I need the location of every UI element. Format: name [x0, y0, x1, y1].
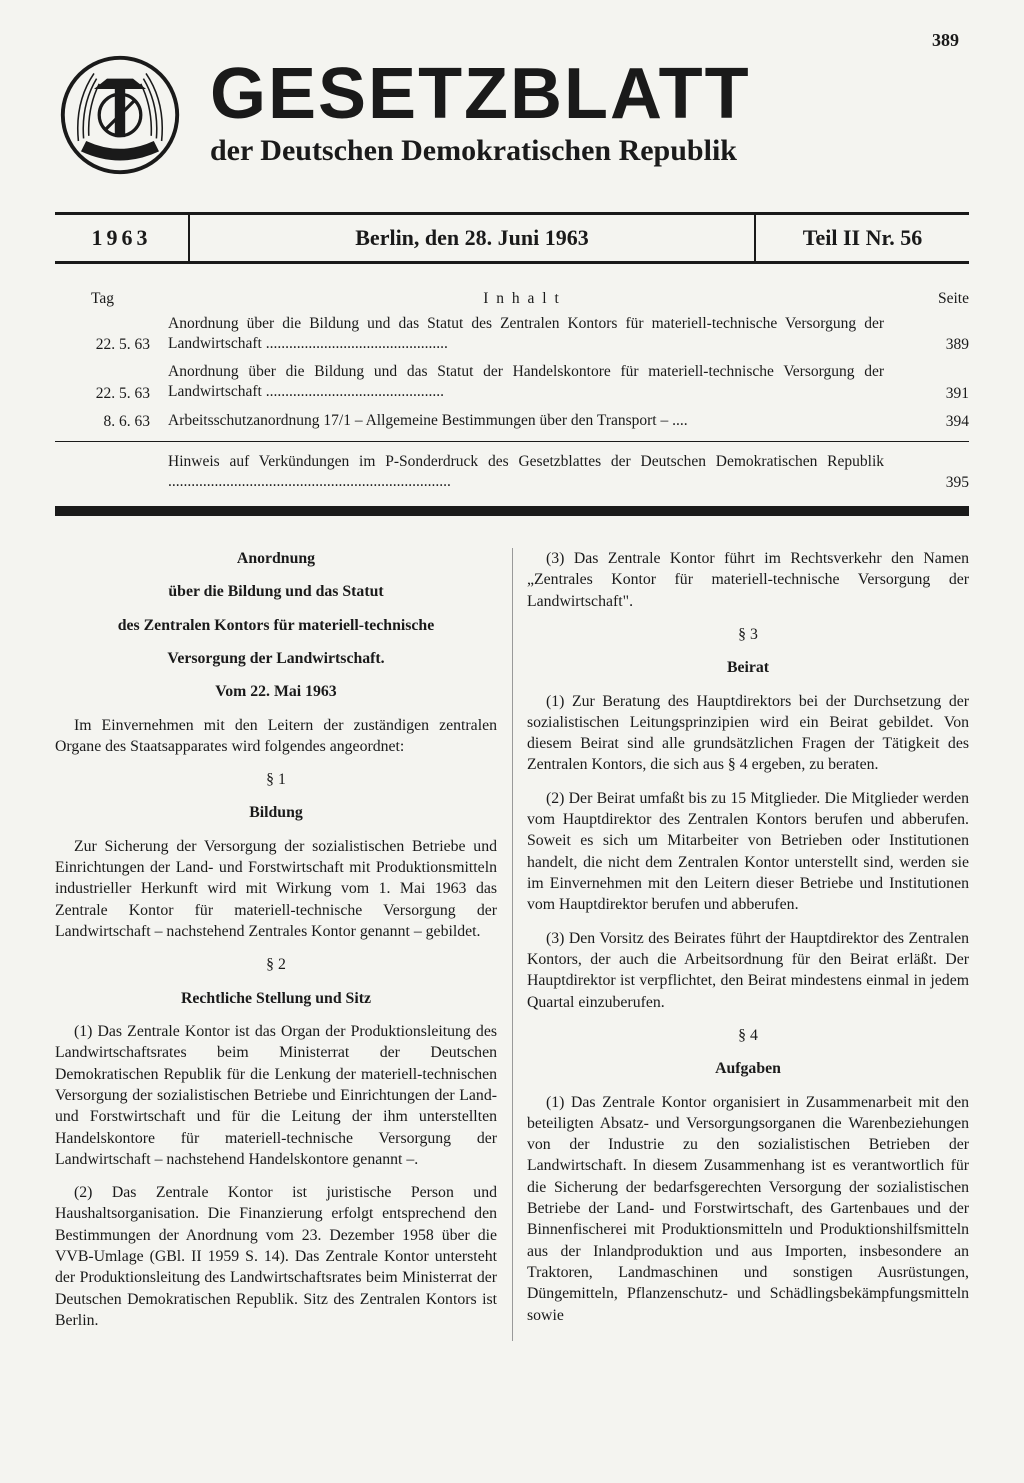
issue-year: 1963 [55, 215, 190, 261]
page: 389 GESETZBLATT der Deutschen Demokratis… [0, 0, 1024, 1483]
section-number: § 2 [55, 954, 497, 975]
toc-row: 22. 5. 63 Anordnung über die Bildung und… [55, 362, 969, 402]
body-paragraph: (1) Das Zentrale Kontor ist das Organ de… [55, 1021, 497, 1170]
body-paragraph: (2) Der Beirat umfaßt bis zu 15 Mitglied… [527, 788, 969, 916]
toc-date: 22. 5. 63 [55, 336, 168, 354]
toc-page: 395 [884, 474, 969, 492]
ordinance-title-line: über die Bildung und das Statut [55, 581, 497, 602]
toc-date: 22. 5. 63 [55, 385, 168, 403]
toc-row: 8. 6. 63 Arbeitsschutzanordnung 17/1 – A… [55, 411, 969, 431]
toc-desc: Anordnung über die Bildung und das Statu… [168, 314, 884, 354]
ddr-emblem-icon [55, 50, 185, 180]
ordinance-date: Vom 22. Mai 1963 [55, 681, 497, 702]
body-paragraph: (3) Den Vorsitz des Beirates führt der H… [527, 928, 969, 1013]
main-title: GESETZBLATT [210, 62, 969, 127]
toc-header-tag: Tag [55, 290, 150, 308]
masthead: GESETZBLATT der Deutschen Demokratischen… [55, 50, 969, 180]
ordinance-title-line: Anordnung [55, 548, 497, 569]
toc-desc: Arbeitsschutzanordnung 17/1 – Allgemeine… [168, 411, 884, 431]
toc-header-inhalt: I n h a l t [150, 290, 894, 308]
body-paragraph: Zur Sicherung der Versorgung der soziali… [55, 836, 497, 943]
title-block: GESETZBLATT der Deutschen Demokratischen… [210, 62, 969, 169]
toc-date: 8. 6. 63 [55, 413, 168, 431]
toc-header: Tag I n h a l t Seite [55, 284, 969, 314]
section-title: Bildung [55, 802, 497, 823]
toc-row: 22. 5. 63 Anordnung über die Bildung und… [55, 314, 969, 354]
toc-row: Hinweis auf Verkündungen im P-Sonderdruc… [55, 452, 969, 492]
toc-page: 391 [884, 385, 969, 403]
section-number: § 4 [527, 1025, 969, 1046]
body-paragraph: (1) Zur Beratung des Hauptdirektors bei … [527, 691, 969, 776]
subtitle: der Deutschen Demokratischen Republik [210, 134, 969, 168]
section-title: Aufgaben [527, 1058, 969, 1079]
toc-page: 389 [884, 336, 969, 354]
body-columns: Anordnung über die Bildung und das Statu… [55, 548, 969, 1341]
ordinance-title-line: des Zentralen Kontors für materiell-tech… [55, 615, 497, 636]
section-title: Rechtliche Stellung und Sitz [55, 988, 497, 1009]
toc-desc: Anordnung über die Bildung und das Statu… [168, 362, 884, 402]
toc: Tag I n h a l t Seite 22. 5. 63 Anordnun… [55, 284, 969, 492]
body-paragraph: (2) Das Zentrale Kontor ist juristische … [55, 1182, 497, 1331]
toc-divider [55, 441, 969, 442]
body-paragraph: (1) Das Zentrale Kontor organisiert in Z… [527, 1092, 969, 1326]
issue-bar: 1963 Berlin, den 28. Juni 1963 Teil II N… [55, 212, 969, 264]
issue-part: Teil II Nr. 56 [756, 215, 969, 261]
section-number: § 1 [55, 769, 497, 790]
section-number: § 3 [527, 624, 969, 645]
page-number: 389 [932, 30, 959, 51]
toc-header-seite: Seite [894, 290, 969, 308]
section-rule [55, 506, 969, 516]
toc-desc: Hinweis auf Verkündungen im P-Sonderdruc… [168, 452, 884, 492]
section-title: Beirat [527, 657, 969, 678]
issue-place-date: Berlin, den 28. Juni 1963 [190, 215, 756, 261]
toc-page: 394 [884, 413, 969, 431]
ordinance-title-line: Versorgung der Landwirtschaft. [55, 648, 497, 669]
body-paragraph: (3) Das Zentrale Kontor führt im Rechtsv… [527, 548, 969, 612]
intro-paragraph: Im Einvernehmen mit den Leitern der zust… [55, 715, 497, 758]
